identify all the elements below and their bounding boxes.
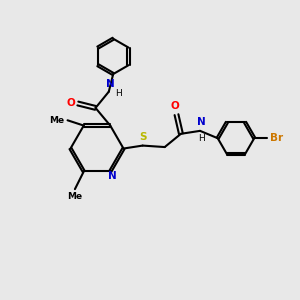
Text: N: N [108,171,117,181]
Text: Me: Me [50,116,64,125]
Text: S: S [140,132,147,142]
Text: H: H [198,134,205,143]
Text: O: O [171,101,179,111]
Text: Br: Br [270,133,283,143]
Text: N: N [106,80,115,89]
Text: O: O [66,98,75,109]
Text: N: N [197,117,206,127]
Text: H: H [115,89,122,98]
Text: Me: Me [68,192,82,201]
